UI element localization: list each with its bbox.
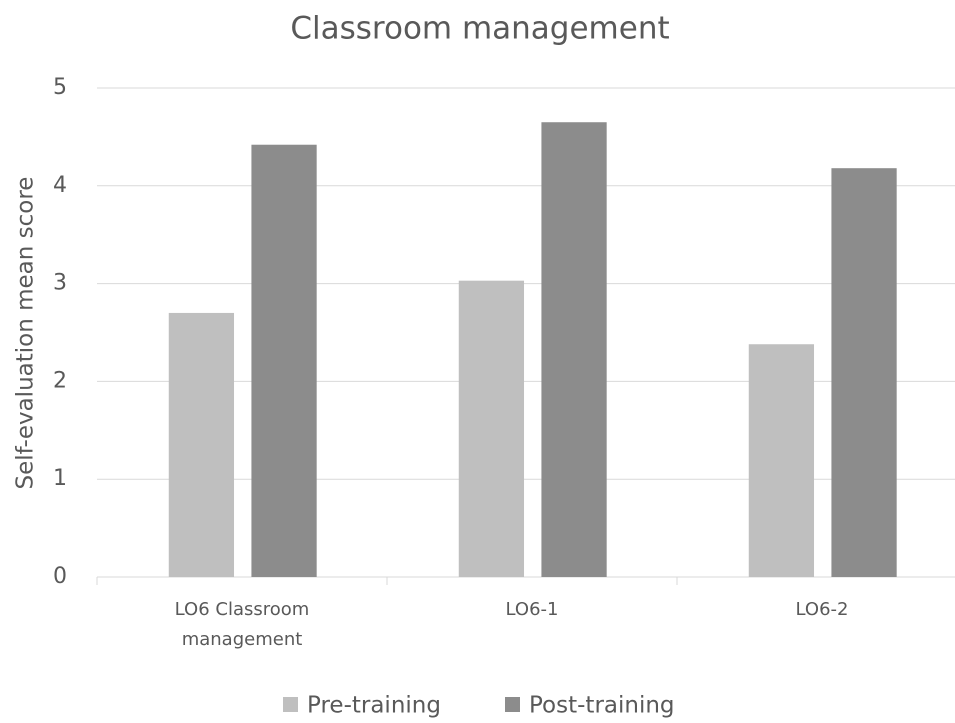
x-tick-label: LO6-2 bbox=[795, 599, 849, 620]
y-tick-label: 5 bbox=[53, 75, 67, 100]
x-tick-label: LO6 Classroom management bbox=[174, 599, 310, 650]
bar bbox=[251, 144, 317, 577]
bar bbox=[748, 344, 815, 577]
y-tick-label: 2 bbox=[53, 368, 67, 393]
y-tick-label: 1 bbox=[53, 466, 67, 491]
y-tick-label: 3 bbox=[53, 271, 67, 296]
legend-swatch bbox=[505, 697, 520, 712]
bar bbox=[541, 122, 607, 577]
bar bbox=[458, 280, 525, 577]
legend-label: Post-training bbox=[529, 693, 675, 719]
bar bbox=[168, 312, 235, 577]
bar bbox=[831, 168, 897, 578]
y-tick-label: 0 bbox=[53, 564, 67, 589]
y-tick-label: 4 bbox=[53, 173, 67, 198]
y-axis-label: Self-evaluation mean score bbox=[13, 177, 39, 490]
x-tick-label: LO6-1 bbox=[505, 599, 559, 620]
chart-title: Classroom management bbox=[290, 11, 669, 47]
legend-swatch bbox=[283, 697, 298, 712]
legend-label: Pre-training bbox=[307, 693, 441, 719]
